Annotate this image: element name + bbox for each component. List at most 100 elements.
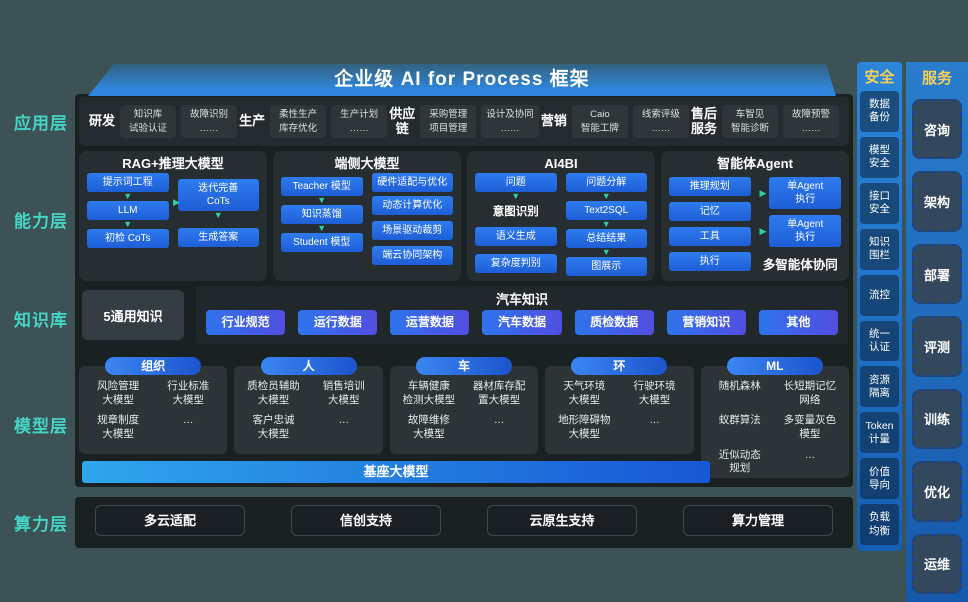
arrow-down-icon xyxy=(475,192,557,201)
capability-layer-row: RAG+推理大模型 提示词工程 LLM 初检 CoTs 迭代完善 CoTs 生成… xyxy=(79,151,849,281)
model-cell: … xyxy=(649,414,660,427)
framework-title-banner: 企业级 AI for Process 框架 xyxy=(88,64,836,96)
app-group-name: 研发 xyxy=(89,113,116,129)
arrow-down-icon xyxy=(87,220,169,229)
panel-ai4bi: AI4BI 问题 意图识别 语义生成 复杂度判别 问题分解 Text2SQL 总… xyxy=(467,151,655,281)
panel-title: AI4BI xyxy=(544,156,578,171)
flow-box: 总结结果 xyxy=(565,229,647,248)
flow-box: Text2SQL xyxy=(565,201,647,220)
knowledge-chip: 营销知识 xyxy=(666,310,746,335)
base-model-bar: 基座大模型 xyxy=(82,461,710,483)
knowledge-chip: 汽车数据 xyxy=(482,310,562,335)
flow-box: Teacher 模型 xyxy=(281,177,363,196)
auto-knowledge-panel: 汽车知识 行业规范 运行数据 运营数据 汽车数据 质检数据 营销知识 其他 xyxy=(196,286,848,344)
security-item: 价值 导向 xyxy=(860,458,899,500)
app-group-marketing: 营销 Caio 智能工牌 线索评级 …… xyxy=(541,105,689,138)
model-cell: … xyxy=(338,414,349,427)
feature-box: 场景驱动裁剪 xyxy=(371,221,453,240)
arrow-down-icon xyxy=(566,220,648,229)
layer-label-capability: 能力层 xyxy=(14,212,68,231)
service-item: 训练 xyxy=(912,388,962,450)
compute-box: 算力管理 xyxy=(683,505,833,536)
feature-box: 动态计算优化 xyxy=(371,196,453,215)
layer-label-model: 模型层 xyxy=(14,417,68,436)
flow-box: 问题 xyxy=(475,173,557,192)
arrow-down-icon xyxy=(281,196,363,205)
arrow-down-icon xyxy=(87,192,169,201)
model-group-pill: 人 xyxy=(260,357,357,375)
flow-box: 复杂度判别 xyxy=(475,254,557,273)
layer-label-application: 应用层 xyxy=(14,114,68,133)
agent-exec-box: 单Agent 执行 xyxy=(769,177,841,209)
model-cell: … xyxy=(183,414,194,427)
flow-box: 图展示 xyxy=(565,257,647,276)
model-group-pill: 组织 xyxy=(105,357,202,375)
arrow-down-icon xyxy=(178,211,260,220)
flow-box: 知识蒸馏 xyxy=(281,205,363,224)
app-box: 故障预警 …… xyxy=(782,105,839,138)
model-cell: 蚁群算法 xyxy=(718,414,761,427)
app-group-rnd: 研发 知识库 试验认证 故障识别 …… xyxy=(89,105,238,138)
agent-box: 工具 xyxy=(669,227,751,246)
app-box: 生产计划 …… xyxy=(331,105,388,138)
layer-label-knowledge: 知识库 xyxy=(14,311,68,330)
security-item: 统一 认证 xyxy=(860,320,899,362)
security-item: 负载 均衡 xyxy=(860,504,899,546)
agent-box: 执行 xyxy=(669,252,751,271)
security-item: 接口 安全 xyxy=(860,182,899,224)
compute-box: 云原生支持 xyxy=(487,505,637,536)
flow-box: 提示词工程 xyxy=(87,173,169,192)
service-item: 咨询 xyxy=(912,99,962,160)
app-group-supply-chain: 供应 链 采购管理 项目管理 设计及协同 …… xyxy=(389,105,539,138)
panel-title: RAG+推理大模型 xyxy=(122,156,224,171)
panel-edge-model: 端侧大模型 Teacher 模型 知识蒸馏 Student 模型 硬件适配与优化… xyxy=(273,151,461,281)
arrow-down-icon xyxy=(281,224,363,233)
arrow-right-icon xyxy=(760,226,767,237)
model-cell: 故障维修 大模型 xyxy=(407,414,450,440)
model-group-ml: ML 随机森林 长短期记忆 网络 蚁群算法 多变量灰色 模型 近似动态 规划 … xyxy=(700,357,850,478)
model-cell: 质检员辅助 大模型 xyxy=(247,380,300,406)
model-group-pill: 车 xyxy=(416,357,513,375)
panel-title: 端侧大模型 xyxy=(334,156,400,171)
app-box: 采购管理 项目管理 xyxy=(420,105,477,138)
framework-title: 企业级 AI for Process 框架 xyxy=(334,69,590,90)
app-box: 车智见 智能诊断 xyxy=(721,105,778,138)
model-cell: … xyxy=(493,414,505,427)
arrow-right-icon xyxy=(173,197,180,208)
flow-box: 初检 CoTs xyxy=(87,229,169,248)
app-box: Caio 智能工牌 xyxy=(571,105,628,138)
security-column: 安全 数据 备份 模型 安全 接口 安全 知识 围栏 流控 统一 认证 资源 隔… xyxy=(857,62,902,551)
security-item: 知识 围栏 xyxy=(860,228,899,270)
model-group-environment: 环 天气环境 大模型 行驶环境 大模型 地形障碍物 大模型 … xyxy=(545,357,694,454)
model-cell: 规章制度 大模型 xyxy=(97,414,140,440)
app-group-name: 售后 服务 xyxy=(690,106,717,136)
security-item: 资源 隔离 xyxy=(860,366,899,408)
model-layer-row: 组织 风险管理 大模型 行业标准 大模型 规章制度 大模型 … 人 质检员辅助 … xyxy=(79,357,850,480)
services-title: 服务 xyxy=(921,70,952,87)
flow-box: 生成答案 xyxy=(177,228,259,247)
model-cell: 客户忠诚 大模型 xyxy=(252,414,295,440)
flow-box: Student 模型 xyxy=(281,233,363,252)
security-item: 模型 安全 xyxy=(860,136,899,178)
flow-box: LLM xyxy=(87,201,169,220)
compute-box: 多云适配 xyxy=(95,505,245,536)
services-column: 服务 咨询 架构 部署 评测 训练 优化 运维 xyxy=(906,62,968,602)
panel-rag-reasoning: RAG+推理大模型 提示词工程 LLM 初检 CoTs 迭代完善 CoTs 生成… xyxy=(79,151,267,281)
flow-box: 迭代完善 CoTs xyxy=(177,179,259,211)
model-cell: 长短期记忆 网络 xyxy=(783,380,837,406)
model-cell: 行驶环境 大模型 xyxy=(633,380,676,406)
agent-box: 记忆 xyxy=(669,202,751,221)
knowledge-chip: 运行数据 xyxy=(298,310,378,335)
model-cell: 地形障碍物 大模型 xyxy=(558,414,611,440)
app-group-name: 供应 链 xyxy=(389,106,416,136)
model-group-people: 人 质检员辅助 大模型 销售培训 大模型 客户忠诚 大模型 … xyxy=(234,357,383,454)
knowledge-chip: 运营数据 xyxy=(390,310,470,335)
model-cell: 行业标准 大模型 xyxy=(167,380,210,406)
knowledge-chip: 其他 xyxy=(758,310,838,335)
arrow-right-icon xyxy=(760,188,767,199)
layer-label-compute: 算力层 xyxy=(14,515,68,534)
model-cell: 随机森林 xyxy=(718,380,761,392)
model-cell: 器材库存配 置大模型 xyxy=(472,380,526,406)
model-group-organization: 组织 风险管理 大模型 行业标准 大模型 规章制度 大模型 … xyxy=(79,357,228,454)
